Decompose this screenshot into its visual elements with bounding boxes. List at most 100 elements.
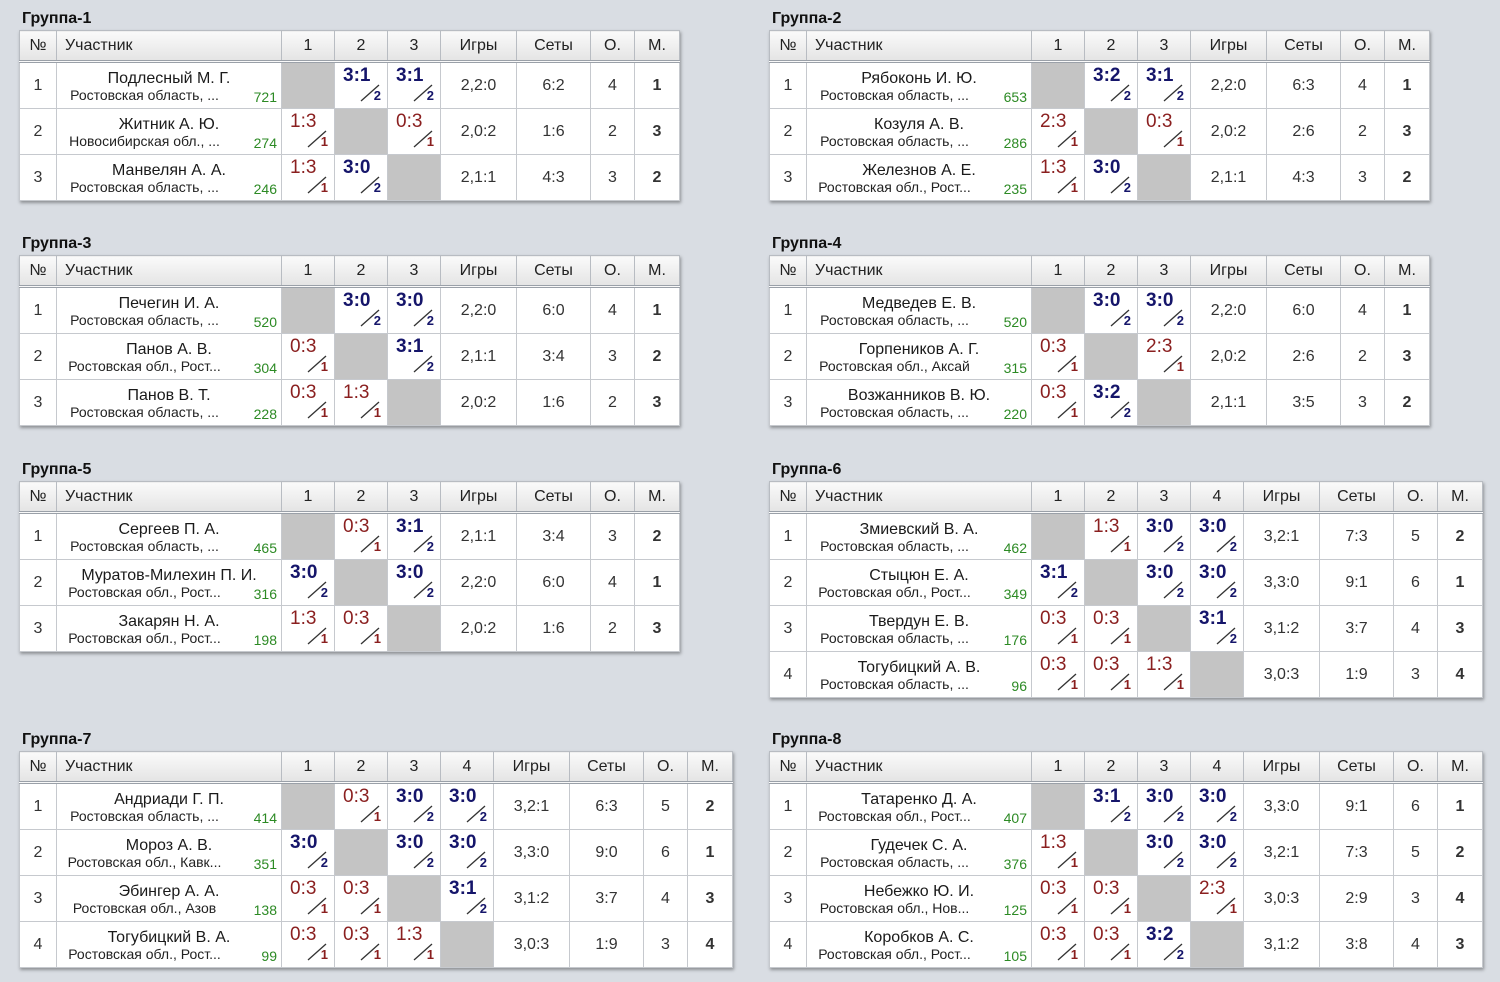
player-cell[interactable]: Муратов-Милехин П. И. Ростовская обл., Ро…: [56, 559, 282, 606]
player-row[interactable]: 4 Коробков А. С. Ростовская обл., Рост... 1…: [769, 921, 1483, 968]
player-cell[interactable]: Житник А. Ю. Новосибирская обл., ... 274: [56, 108, 282, 155]
col-header-opponent[interactable]: 1: [281, 30, 335, 63]
col-header-opponent[interactable]: 3: [387, 481, 441, 514]
player-row[interactable]: 1 Татаренко Д. А. Ростовская обл., Рост...…: [769, 782, 1483, 830]
player-name[interactable]: Татаренко Д. А.: [861, 791, 977, 808]
match-result-cell[interactable]: 0:3 1: [1031, 605, 1085, 652]
match-result-cell[interactable]: 0:3 1: [1031, 651, 1085, 698]
player-row[interactable]: 2 Житник А. Ю. Новосибирская обл., ... 274 1…: [19, 108, 680, 155]
player-row[interactable]: 3 Панов В. Т. Ростовская область, ... 228 0:…: [19, 379, 680, 426]
col-header-games[interactable]: Игры: [1190, 255, 1267, 288]
col-header-name[interactable]: Участник: [806, 481, 1032, 514]
col-header-opponent[interactable]: 2: [1084, 751, 1138, 784]
col-header-no[interactable]: №: [769, 30, 807, 63]
match-result-cell[interactable]: 3:0 2: [1190, 559, 1244, 606]
col-header-name[interactable]: Участник: [56, 30, 282, 63]
match-result-cell[interactable]: 3:0 2: [387, 559, 441, 606]
player-cell[interactable]: Коробков А. С. Ростовская обл., Рост... 10…: [806, 921, 1032, 968]
player-name[interactable]: Змиевский В. А.: [859, 521, 979, 538]
match-result-cell[interactable]: 3:0 2: [1190, 829, 1244, 876]
match-result-cell[interactable]: 0:3 1: [1084, 651, 1138, 698]
player-cell[interactable]: Козуля А. В. Ростовская область, ... 286: [806, 108, 1032, 155]
col-header-games[interactable]: Игры: [493, 751, 570, 784]
match-result-cell[interactable]: 1:3 1: [281, 154, 335, 201]
match-result-cell[interactable]: 0:3 1: [1031, 333, 1085, 380]
col-header-no[interactable]: №: [769, 751, 807, 784]
player-row[interactable]: 2 Горпеников А. Г. Ростовская обл., Аксай 3…: [769, 333, 1430, 380]
player-row[interactable]: 1 Подлесный М. Г. Ростовская область, ... 7…: [19, 61, 680, 109]
match-result-cell[interactable]: 0:3 1: [334, 782, 388, 830]
match-result-cell[interactable]: 3:1 2: [387, 512, 441, 560]
match-result-cell[interactable]: 3:0 2: [1137, 782, 1191, 830]
player-name[interactable]: Твердун Е. В.: [868, 613, 970, 630]
player-cell[interactable]: Закарян Н. А. Ростовская обл., Рост... 198: [56, 605, 282, 652]
match-result-cell[interactable]: 0:3 1: [1084, 875, 1138, 922]
match-result-cell[interactable]: 3:1 2: [440, 875, 494, 922]
col-header-opponent[interactable]: 3: [1137, 751, 1191, 784]
player-name[interactable]: Рябоконь И. Ю.: [861, 70, 977, 87]
player-row[interactable]: 2 Панов А. В. Ростовская обл., Рост... 304 0…: [19, 333, 680, 380]
col-header-opponent[interactable]: 2: [334, 30, 388, 63]
col-header-opponent[interactable]: 3: [1137, 30, 1191, 63]
match-result-cell[interactable]: 1:3 1: [1031, 154, 1085, 201]
col-header-place[interactable]: М.: [634, 255, 680, 288]
player-cell[interactable]: Манвелян А. А. Ростовская область, ... 246: [56, 154, 282, 201]
player-cell[interactable]: Андриади Г. П. Ростовская область, ... 414: [56, 782, 282, 830]
player-cell[interactable]: Тогубицкий А. В. Ростовская область, ... 9…: [806, 651, 1032, 698]
match-result-cell[interactable]: 1:3 1: [1084, 512, 1138, 560]
col-header-sets[interactable]: Сеты: [569, 751, 644, 784]
match-result-cell[interactable]: 3:0 2: [387, 782, 441, 830]
player-name[interactable]: Муратов-Милехин П. И.: [81, 567, 257, 584]
col-header-no[interactable]: №: [19, 30, 57, 63]
col-header-games[interactable]: Игры: [1243, 481, 1320, 514]
player-name[interactable]: Закарян Н. А.: [118, 613, 220, 630]
player-name[interactable]: Коробков А. С.: [864, 929, 974, 946]
col-header-place[interactable]: М.: [1437, 481, 1483, 514]
col-header-name[interactable]: Участник: [56, 751, 282, 784]
col-header-no[interactable]: №: [19, 481, 57, 514]
match-result-cell[interactable]: 0:3 1: [281, 921, 335, 968]
match-result-cell[interactable]: 3:0 2: [281, 829, 335, 876]
col-header-games[interactable]: Игры: [440, 481, 517, 514]
col-header-opponent[interactable]: 3: [387, 751, 441, 784]
player-cell[interactable]: Небежко Ю. И. Ростовская обл., Нов... 125: [806, 875, 1032, 922]
col-header-opponent[interactable]: 1: [281, 255, 335, 288]
match-result-cell[interactable]: 3:2 2: [1084, 379, 1138, 426]
match-result-cell[interactable]: 0:3 1: [1084, 921, 1138, 968]
match-result-cell[interactable]: 3:1 2: [1084, 782, 1138, 830]
col-header-sets[interactable]: Сеты: [1319, 751, 1394, 784]
match-result-cell[interactable]: 3:0 2: [1190, 782, 1244, 830]
col-header-no[interactable]: №: [769, 255, 807, 288]
match-result-cell[interactable]: 3:2 2: [1137, 921, 1191, 968]
player-cell[interactable]: Эбингер А. А. Ростовская обл., Азов 138: [56, 875, 282, 922]
player-row[interactable]: 1 Сергеев П. А. Ростовская область, ... 465…: [19, 512, 680, 560]
col-header-opponent[interactable]: 2: [334, 481, 388, 514]
player-name[interactable]: Гудечек С. А.: [870, 837, 968, 854]
col-header-points[interactable]: О.: [1340, 30, 1385, 63]
player-cell[interactable]: Змиевский В. А. Ростовская область, ... 46…: [806, 512, 1032, 560]
col-header-opponent[interactable]: 1: [1031, 751, 1085, 784]
col-header-sets[interactable]: Сеты: [1266, 255, 1341, 288]
col-header-points[interactable]: О.: [590, 30, 635, 63]
col-header-opponent[interactable]: 3: [1137, 255, 1191, 288]
player-name[interactable]: Тогубицкий А. В.: [857, 659, 981, 676]
player-name[interactable]: Возжанников В. Ю.: [847, 387, 991, 404]
col-header-name[interactable]: Участник: [806, 255, 1032, 288]
match-result-cell[interactable]: 3:0 2: [1190, 512, 1244, 560]
match-result-cell[interactable]: 2:3 1: [1137, 333, 1191, 380]
col-header-opponent[interactable]: 2: [334, 255, 388, 288]
col-header-opponent[interactable]: 1: [281, 751, 335, 784]
player-name[interactable]: Житник А. Ю.: [118, 116, 220, 133]
col-header-opponent[interactable]: 2: [1084, 255, 1138, 288]
player-row[interactable]: 1 Змиевский В. А. Ростовская область, ... 4…: [769, 512, 1483, 560]
player-row[interactable]: 1 Андриади Г. П. Ростовская область, ... 41…: [19, 782, 733, 830]
player-name[interactable]: Медведев Е. В.: [861, 295, 977, 312]
player-row[interactable]: 3 Эбингер А. А. Ростовская обл., Азов 138 0:…: [19, 875, 733, 922]
match-result-cell[interactable]: 1:3 1: [281, 605, 335, 652]
match-result-cell[interactable]: 0:3 1: [334, 921, 388, 968]
match-result-cell[interactable]: 0:3 1: [281, 379, 335, 426]
col-header-opponent[interactable]: 1: [281, 481, 335, 514]
match-result-cell[interactable]: 0:3 1: [1031, 379, 1085, 426]
player-cell[interactable]: Татаренко Д. А. Ростовская обл., Рост... 4…: [806, 782, 1032, 830]
player-cell[interactable]: Железнов А. Е. Ростовская обл., Рост... 23…: [806, 154, 1032, 201]
